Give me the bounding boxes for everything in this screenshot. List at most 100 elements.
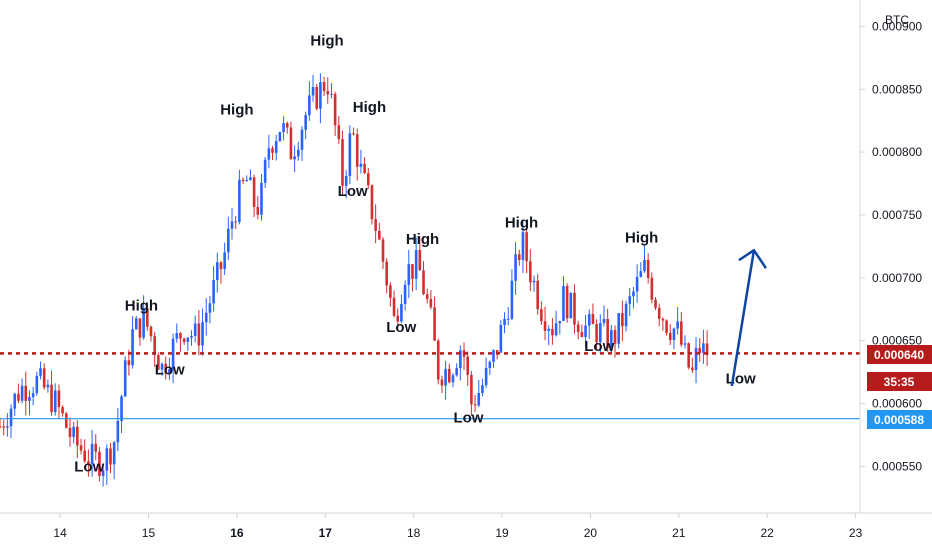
candle: [120, 394, 123, 433]
candle: [477, 379, 481, 408]
currency-unit-label: BTC: [885, 13, 909, 27]
candle: [146, 307, 149, 331]
candle: [168, 357, 171, 381]
candle: [337, 116, 341, 145]
candle: [433, 296, 436, 341]
candle: [610, 324, 613, 354]
candle: [632, 286, 635, 309]
high-annotation: High: [625, 230, 658, 247]
candle: [680, 311, 683, 347]
x-tick-label: 18: [407, 526, 421, 540]
candle: [536, 273, 539, 315]
candle: [308, 81, 311, 121]
candle: [525, 226, 528, 274]
low-annotation: Low: [74, 459, 104, 476]
candle: [422, 261, 425, 296]
candle: [215, 252, 219, 293]
candle: [179, 331, 182, 352]
x-axis-ticks[interactable]: 14 15 16 17 18 19 20 21 22 23: [53, 513, 863, 540]
forecast-arrow-layer: [730, 248, 767, 387]
x-tick-label: 16: [230, 526, 244, 540]
candle: [57, 384, 61, 419]
candle: [591, 303, 595, 325]
candle: [687, 342, 690, 370]
candle: [256, 195, 260, 220]
candle: [282, 116, 285, 141]
candle: [576, 320, 580, 340]
candle: [569, 292, 573, 319]
candle: [227, 216, 230, 260]
candle: [418, 236, 422, 271]
y-axis-ticks: 0.000550 0.000600 0.000650 0.000700 0.000750…: [860, 19, 922, 473]
candle: [628, 287, 632, 317]
candle: [315, 83, 319, 111]
current-price-label: 0.000640: [874, 348, 924, 362]
candle: [540, 301, 543, 325]
candle: [613, 325, 617, 358]
candle: [691, 357, 694, 374]
candle: [495, 350, 499, 360]
candle: [499, 320, 503, 353]
candle: [370, 184, 374, 225]
candle: [705, 330, 709, 366]
candle: [245, 175, 249, 182]
candle: [547, 325, 551, 346]
candle: [554, 310, 558, 337]
candle: [411, 264, 414, 292]
forecast-arrow-shaft: [730, 250, 756, 387]
candle: [654, 297, 657, 311]
countdown-label: 35:35: [884, 375, 915, 389]
candle: [204, 298, 208, 336]
candle: [278, 131, 282, 142]
candle: [0, 417, 2, 429]
candle: [650, 272, 654, 304]
y-tick-label: 0.000800: [872, 145, 922, 159]
candle: [101, 464, 105, 487]
support-price-badge: 0.000588: [867, 410, 932, 429]
candle: [584, 314, 587, 348]
candle: [551, 318, 554, 345]
candle: [344, 170, 348, 199]
candle: [514, 242, 517, 295]
candle: [481, 378, 484, 397]
candle: [492, 349, 495, 368]
countdown-badge: 35:35: [867, 372, 932, 391]
y-tick-label: 0.000600: [872, 397, 922, 411]
candle: [171, 333, 175, 384]
candle: [359, 149, 363, 174]
candle: [201, 308, 204, 356]
candle: [182, 337, 186, 345]
candle: [396, 308, 400, 329]
candle: [116, 407, 120, 452]
candle: [212, 266, 215, 312]
candle: [532, 275, 536, 292]
candle: [157, 352, 160, 370]
candle: [643, 245, 646, 273]
high-annotation: High: [310, 32, 343, 49]
candle: [87, 449, 90, 477]
candle: [134, 315, 138, 330]
candle: [238, 169, 241, 225]
candle: [543, 306, 547, 341]
candle: [624, 300, 628, 332]
candle: [672, 327, 676, 350]
candle: [606, 308, 609, 353]
candle: [440, 375, 444, 394]
candle: [267, 134, 271, 169]
candle: [39, 361, 42, 380]
price-scale[interactable]: [860, 0, 932, 550]
candle: [109, 442, 112, 474]
candle: [28, 390, 31, 416]
candle: [274, 134, 278, 161]
candle: [300, 126, 304, 161]
candle: [271, 145, 274, 161]
candle: [2, 419, 5, 436]
low-annotation: Low: [338, 183, 368, 200]
low-annotation: Low: [584, 338, 614, 355]
candle: [698, 337, 702, 362]
candle: [293, 145, 296, 173]
x-tick-label: 20: [584, 526, 598, 540]
candle: [378, 222, 381, 241]
candle: [366, 167, 370, 189]
